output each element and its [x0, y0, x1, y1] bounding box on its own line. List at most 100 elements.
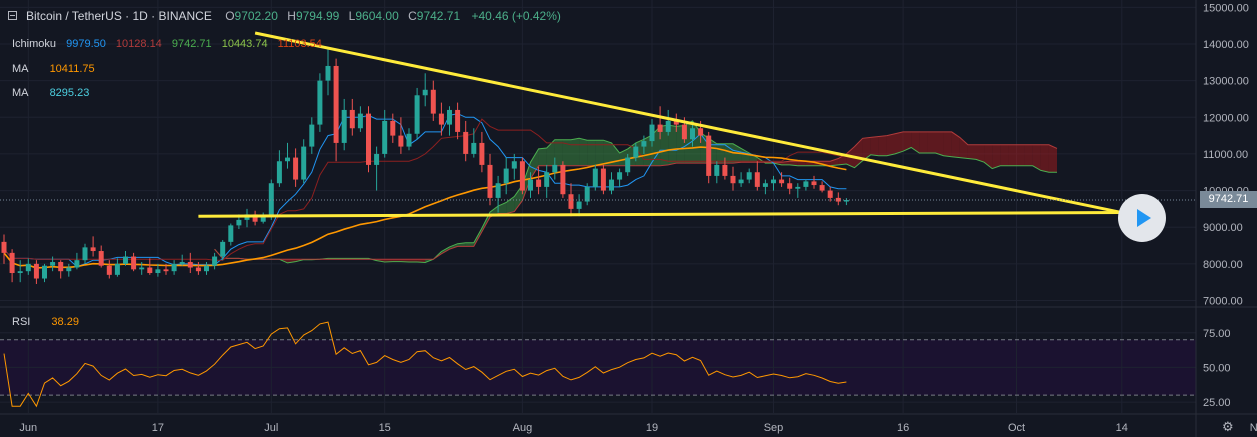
- candle: [706, 135, 712, 176]
- cloud-segment: [595, 140, 604, 166]
- ma-legend-1[interactable]: MA 10411.75: [12, 63, 102, 75]
- candle: [657, 124, 663, 132]
- candle: [163, 269, 169, 272]
- candle: [90, 247, 96, 252]
- candle: [722, 164, 728, 176]
- cloud-segment: [1040, 144, 1049, 173]
- candle: [33, 263, 39, 279]
- cloud-segment: [976, 144, 985, 163]
- cloud-segment: [724, 143, 733, 164]
- cloud-segment: [830, 158, 839, 166]
- cloud-segment: [895, 131, 904, 154]
- candle: [633, 146, 639, 158]
- cloud-segment: [668, 125, 677, 165]
- candle: [519, 161, 525, 191]
- change-value: +40.46 (+0.42%): [471, 9, 561, 23]
- candle: [576, 201, 582, 209]
- price-tick-label: 13000.00: [1203, 76, 1249, 88]
- candle: [552, 164, 558, 173]
- candle: [649, 124, 655, 142]
- time-tick-label: Jun: [19, 422, 37, 434]
- candle: [333, 65, 339, 143]
- cloud-segment: [611, 142, 620, 166]
- cloud-segment: [562, 139, 571, 166]
- cloud-segment: [797, 161, 806, 166]
- candle: [641, 141, 647, 147]
- close-value: 9742.71: [416, 9, 461, 23]
- cloud-segment: [392, 259, 401, 262]
- candle: [204, 265, 209, 272]
- candle: [479, 142, 485, 165]
- cloud-segment: [660, 125, 669, 166]
- price-tick-label: 8000.00: [1203, 259, 1243, 271]
- candle: [738, 179, 744, 184]
- cloud-segment: [522, 162, 531, 201]
- rsi-legend[interactable]: RSI 38.29: [12, 316, 86, 328]
- cloud-segment: [1032, 144, 1041, 171]
- cloud-segment: [498, 202, 507, 214]
- indicator-name: RSI: [12, 316, 31, 328]
- candle: [600, 168, 606, 191]
- candle: [398, 135, 404, 147]
- indicator-value: 8295.23: [49, 87, 90, 99]
- candle: [301, 146, 307, 180]
- gear-icon[interactable]: ⚙: [1222, 420, 1234, 435]
- candle: [455, 109, 461, 132]
- candle: [25, 263, 31, 272]
- candle: [82, 247, 88, 261]
- candle: [690, 128, 695, 140]
- cloud-segment: [967, 144, 976, 160]
- time-tick-label: Oct: [1008, 422, 1025, 434]
- candle: [673, 120, 679, 125]
- price-tick-label: 14000.00: [1203, 39, 1249, 51]
- candle: [795, 186, 801, 189]
- candle: [803, 181, 809, 187]
- cloud-segment: [951, 131, 960, 158]
- ichimoku-legend[interactable]: Ichimoku 9979.50 10128.14 9742.71 10443.…: [12, 38, 329, 50]
- candle: [787, 183, 793, 189]
- ma-legend-2[interactable]: MA 8295.23: [12, 87, 96, 99]
- candle: [58, 262, 64, 272]
- ichimoku-base-line: [3, 118, 847, 261]
- candle: [50, 262, 56, 266]
- candle: [754, 172, 760, 187]
- candle: [285, 157, 290, 162]
- price-tick-label: 12000.00: [1203, 112, 1249, 124]
- candle: [746, 172, 752, 180]
- candle: [681, 124, 687, 140]
- symbol-title[interactable]: Bitcoin / TetherUS · 1D · BINANCE: [26, 9, 212, 23]
- time-tick-label: 19: [646, 422, 658, 434]
- open-value: 9702.20: [234, 9, 278, 23]
- candle: [447, 109, 452, 125]
- candle: [131, 256, 137, 270]
- candle: [625, 157, 631, 173]
- cloud-segment: [911, 131, 920, 153]
- candle: [252, 214, 258, 222]
- rsi-tick-label: 25.00: [1203, 397, 1231, 409]
- candle: [609, 179, 614, 191]
- rsi-tick-label: 75.00: [1203, 328, 1231, 340]
- candle: [187, 262, 193, 268]
- high-value: 9794.99: [295, 9, 340, 23]
- collapse-icon[interactable]: [8, 11, 17, 20]
- candle: [236, 219, 242, 226]
- cloud-segment: [571, 138, 580, 166]
- candle: [544, 172, 550, 187]
- cloud-segment: [716, 143, 725, 164]
- candle: [390, 120, 396, 136]
- candle: [366, 113, 371, 165]
- cloud-segment: [870, 136, 879, 156]
- rsi-line: [3, 321, 847, 408]
- candle: [730, 175, 736, 184]
- cloud-segment: [538, 147, 547, 166]
- candle: [843, 199, 849, 202]
- price-tick-label: 9000.00: [1203, 222, 1243, 234]
- candle: [17, 271, 23, 274]
- candle: [374, 153, 380, 165]
- indicator-value: 38.29: [51, 316, 79, 328]
- candle: [835, 197, 841, 202]
- candle: [349, 109, 355, 129]
- replay-play-button[interactable]: [1118, 194, 1166, 242]
- time-tick-label: Jul: [264, 422, 278, 434]
